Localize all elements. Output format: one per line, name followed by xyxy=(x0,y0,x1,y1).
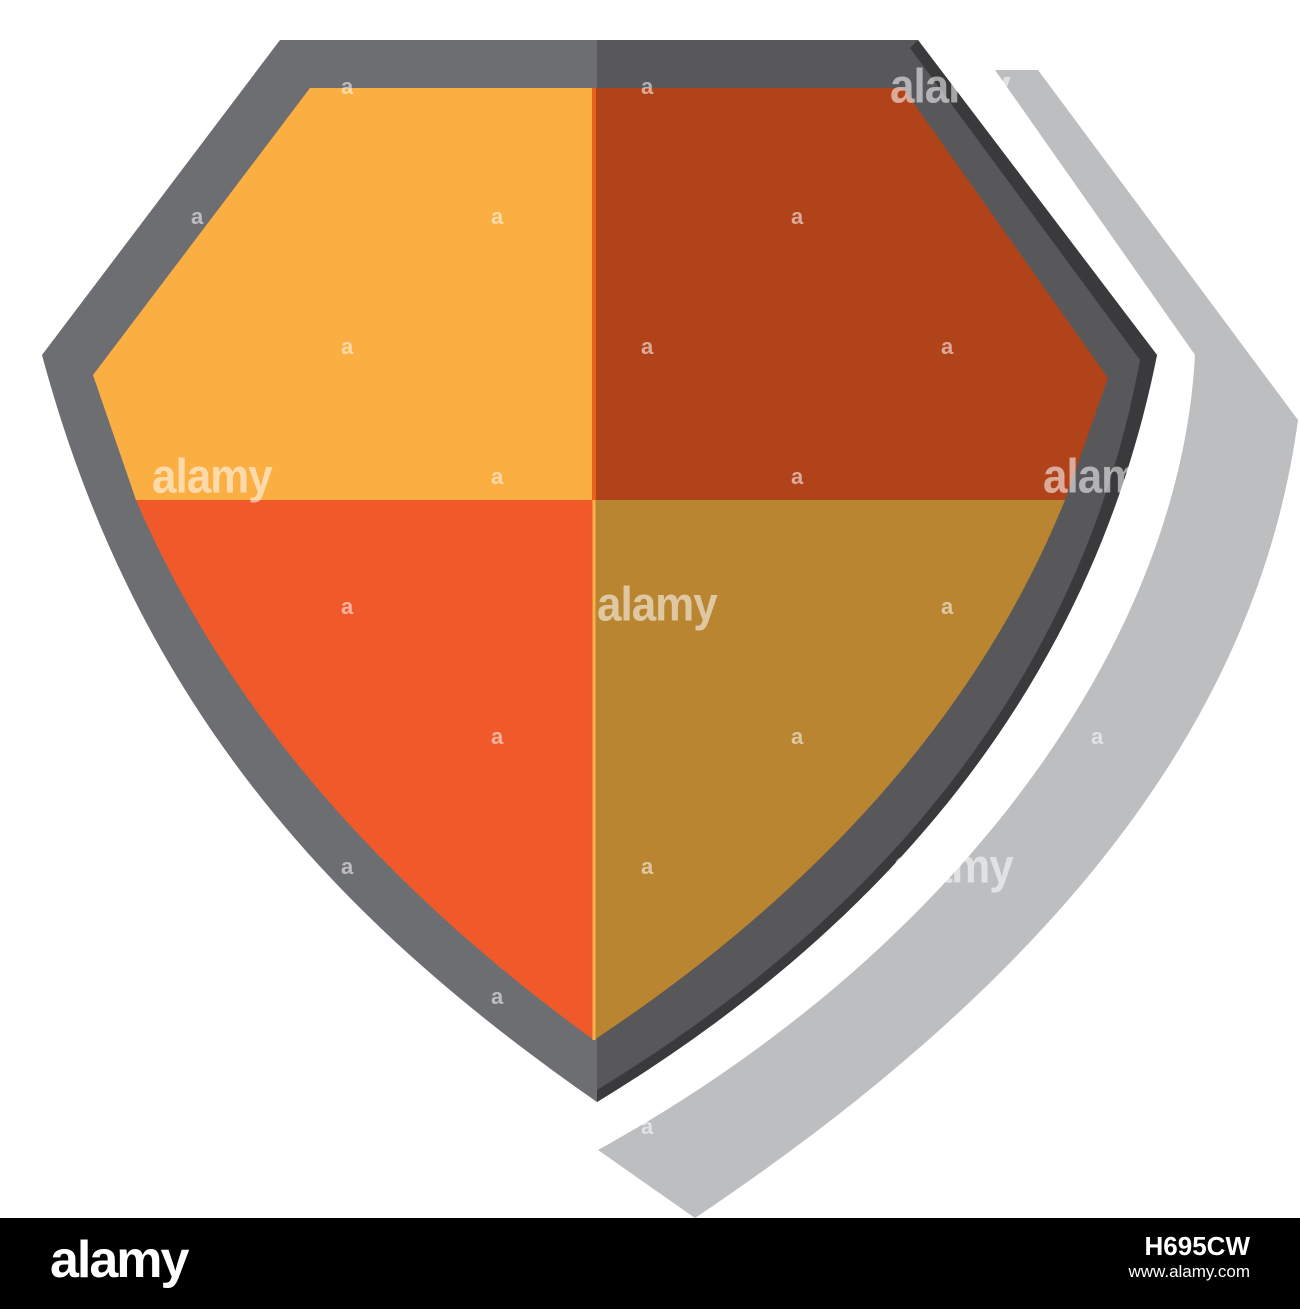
quadrant-bottom-right xyxy=(594,500,1065,1040)
footer-url: www.alamy.com xyxy=(1128,1261,1250,1281)
footer-image-info: H695CW www.alamy.com xyxy=(1128,1231,1250,1281)
quadrant-top-left xyxy=(93,88,594,500)
footer-logo: alamy xyxy=(50,1231,189,1289)
shield-icon xyxy=(42,40,1298,1218)
quadrant-bottom-left xyxy=(136,500,594,1040)
image-id: H695CW xyxy=(1144,1231,1250,1261)
shield-shadow xyxy=(598,70,1298,1218)
footer-bar: alamy H695CW www.alamy.com xyxy=(0,1218,1300,1309)
quadrant-top-right xyxy=(594,88,1108,500)
